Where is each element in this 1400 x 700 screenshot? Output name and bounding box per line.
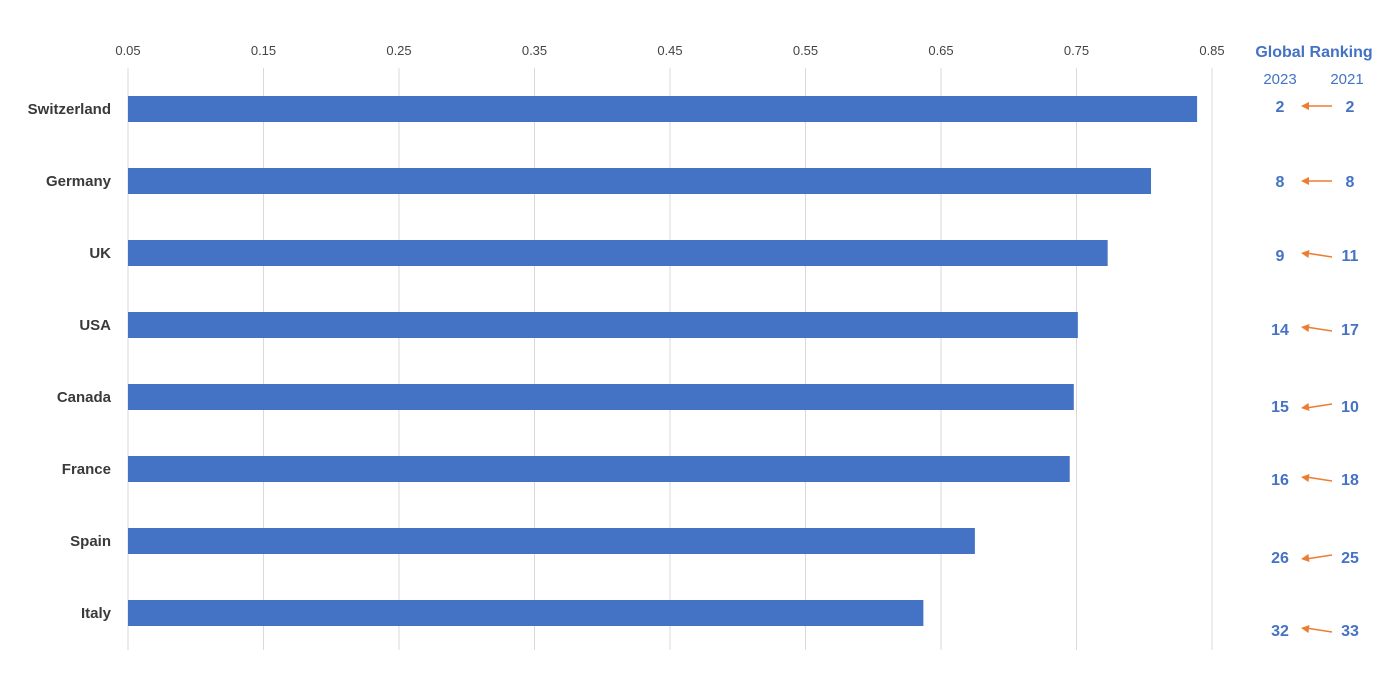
category-label-spain: Spain bbox=[70, 533, 111, 550]
rank-2023-4: 15 bbox=[1271, 399, 1289, 416]
rank-2023-1: 8 bbox=[1276, 174, 1285, 191]
x-tick-label-2: 0.25 bbox=[386, 43, 411, 58]
ranking-year-2023: 2023 bbox=[1263, 71, 1296, 88]
rank-2021-7: 33 bbox=[1341, 623, 1359, 640]
rank-arrow-1 bbox=[1301, 177, 1332, 185]
x-tick-label-5: 0.55 bbox=[793, 43, 818, 58]
rank-2023-0: 2 bbox=[1276, 99, 1285, 116]
rank-arrow-4 bbox=[1301, 403, 1333, 411]
rank-2021-1: 8 bbox=[1346, 174, 1355, 191]
rank-arrow-3 bbox=[1301, 324, 1333, 332]
x-tick-label-7: 0.75 bbox=[1064, 43, 1089, 58]
category-label-italy: Italy bbox=[81, 605, 112, 622]
rank-2023-3: 14 bbox=[1271, 322, 1289, 339]
x-tick-label-1: 0.15 bbox=[251, 43, 276, 58]
rank-2023-6: 26 bbox=[1271, 550, 1289, 567]
category-label-usa: USA bbox=[79, 317, 111, 334]
rank-arrow-0 bbox=[1301, 102, 1332, 110]
bar-uk bbox=[128, 240, 1108, 266]
x-tick-label-6: 0.65 bbox=[928, 43, 953, 58]
category-label-france: France bbox=[62, 461, 111, 478]
bars bbox=[128, 96, 1198, 626]
rank-2023-5: 16 bbox=[1271, 472, 1289, 489]
x-tick-label-3: 0.35 bbox=[522, 43, 547, 58]
ranking-title: Global Ranking bbox=[1255, 44, 1372, 61]
bar-spain bbox=[128, 528, 975, 554]
rank-2021-5: 18 bbox=[1341, 472, 1359, 489]
bar-italy bbox=[128, 600, 924, 626]
bar-switzerland bbox=[128, 96, 1198, 122]
grid-lines bbox=[127, 68, 1213, 650]
rank-2021-2: 11 bbox=[1342, 248, 1359, 265]
category-labels: Switzerland Germany UK USA Canada France Spain… bbox=[28, 101, 112, 622]
rank-arrow-2 bbox=[1301, 250, 1333, 258]
category-label-switzerland: Switzerland bbox=[28, 101, 111, 118]
category-label-uk: UK bbox=[89, 245, 111, 262]
bar-usa bbox=[128, 312, 1078, 338]
category-label-canada: Canada bbox=[57, 389, 112, 406]
bar-france bbox=[128, 456, 1070, 482]
bar-germany bbox=[128, 168, 1152, 194]
rank-arrow-6 bbox=[1301, 554, 1333, 562]
x-axis-ticks: 0.05 0.15 0.25 0.35 0.45 0.55 0.65 0.75 0.85 bbox=[115, 43, 1224, 58]
rank-arrow-7 bbox=[1301, 625, 1333, 633]
bar-canada bbox=[128, 384, 1074, 410]
rank-2021-3: 17 bbox=[1341, 322, 1359, 339]
rank-2021-4: 10 bbox=[1341, 399, 1359, 416]
rank-arrow-5 bbox=[1301, 474, 1333, 482]
rank-2023-7: 32 bbox=[1271, 623, 1289, 640]
x-tick-label-8: 0.85 bbox=[1199, 43, 1224, 58]
ranking-year-2021: 2021 bbox=[1330, 71, 1363, 88]
x-tick-label-0: 0.05 bbox=[115, 43, 140, 58]
rank-2021-0: 2 bbox=[1346, 99, 1355, 116]
global-ranking-panel: Global Ranking 2023 2021 2 2 8 8 9 11 14 17 15 10… bbox=[1255, 44, 1372, 640]
x-tick-label-4: 0.45 bbox=[657, 43, 682, 58]
rank-2021-6: 25 bbox=[1341, 550, 1359, 567]
rank-2023-2: 9 bbox=[1276, 248, 1285, 265]
category-label-germany: Germany bbox=[46, 173, 112, 190]
